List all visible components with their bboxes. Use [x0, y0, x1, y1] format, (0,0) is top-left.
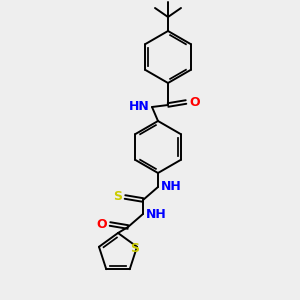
Text: NH: NH	[161, 181, 182, 194]
Text: O: O	[189, 95, 200, 109]
Text: HN: HN	[129, 100, 150, 112]
Text: O: O	[96, 218, 107, 230]
Text: NH: NH	[146, 208, 167, 220]
Text: S: S	[113, 190, 122, 203]
Text: S: S	[130, 242, 140, 255]
